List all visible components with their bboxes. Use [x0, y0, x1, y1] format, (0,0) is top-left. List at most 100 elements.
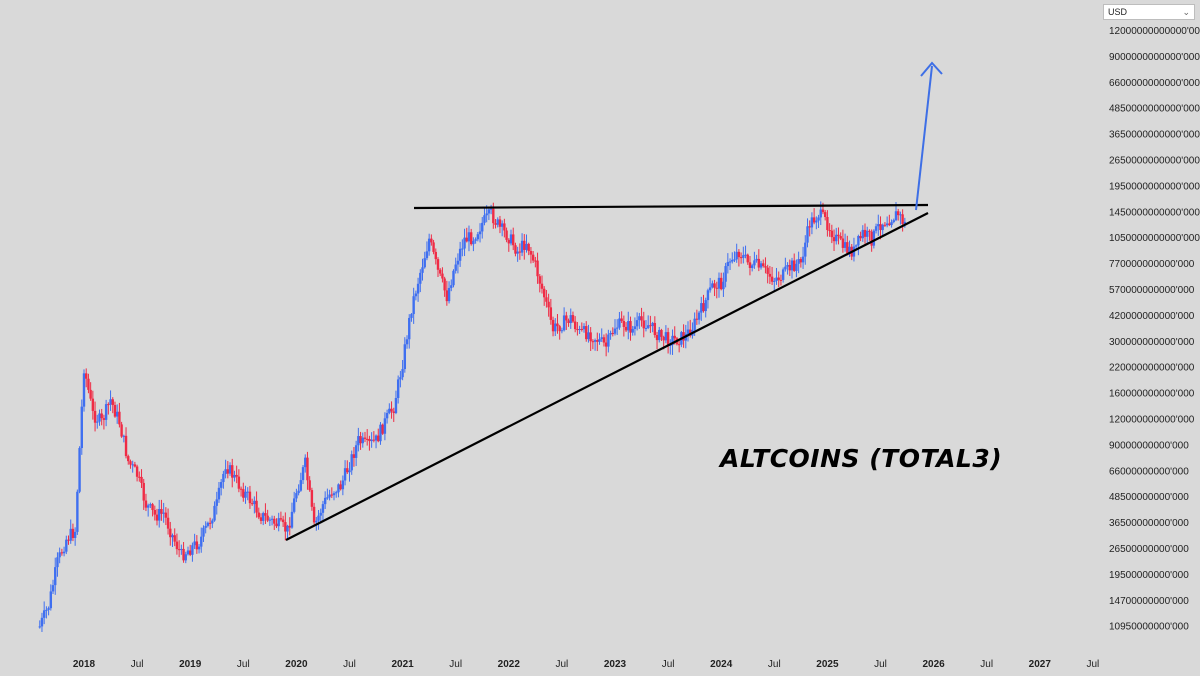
- support-trendline[interactable]: [285, 212, 929, 541]
- currency-selector[interactable]: USD ⌄: [1103, 4, 1195, 20]
- candle-body: [361, 437, 364, 444]
- price-tick-label: 26500000000'000: [1109, 544, 1189, 555]
- price-axis[interactable]: 12000000000000'000 9000000000000'000 66000…: [1109, 26, 1200, 633]
- candle-body: [790, 260, 794, 271]
- candle-body: [93, 410, 97, 423]
- candle-body: [573, 321, 577, 330]
- candle-body: [427, 238, 431, 252]
- candle-body: [781, 269, 785, 280]
- candle-body: [815, 220, 818, 223]
- candle-body: [332, 493, 336, 496]
- candle-body: [737, 251, 741, 258]
- candle-body: [312, 506, 316, 523]
- candle-body: [735, 251, 738, 260]
- candle-body: [801, 256, 805, 263]
- candle-body: [284, 522, 287, 532]
- resistance-trendline[interactable]: [413, 203, 929, 210]
- chart-title-annotation: ALTCOINS (TOTAL3): [720, 444, 1003, 473]
- candle-body: [111, 399, 114, 406]
- candle-body: [538, 276, 541, 284]
- candle-body: [618, 318, 621, 328]
- candle-body: [596, 340, 599, 342]
- candle-body: [78, 448, 81, 492]
- candle-body: [277, 518, 280, 527]
- candle-body: [742, 255, 745, 258]
- time-tick-label: 2021: [391, 659, 414, 670]
- candle-body: [624, 326, 628, 331]
- candle-body: [250, 503, 254, 505]
- candle-body: [556, 323, 559, 327]
- candle-body: [184, 554, 187, 561]
- candle-body: [607, 334, 610, 347]
- candle-body: [744, 254, 747, 256]
- candle-body: [304, 457, 307, 468]
- candle-body: [140, 476, 143, 483]
- candle-body: [808, 226, 811, 228]
- candle-body: [443, 278, 446, 291]
- currency-label: USD: [1108, 7, 1128, 17]
- candle-body: [410, 314, 413, 318]
- candle-body: [401, 369, 404, 378]
- candle-body: [213, 505, 216, 521]
- candle-body: [124, 435, 128, 457]
- candle-body: [505, 230, 508, 240]
- candle-body: [467, 232, 471, 242]
- candle-body: [602, 337, 606, 343]
- candle-body: [611, 332, 614, 334]
- candle-body: [357, 436, 360, 446]
- candle-body: [425, 251, 429, 259]
- candle-body: [160, 509, 163, 514]
- candle-body: [248, 491, 252, 504]
- candle-body: [693, 318, 696, 331]
- candle-body: [91, 398, 95, 411]
- candle-body: [817, 217, 820, 221]
- candle-body: [487, 209, 491, 214]
- candle-body: [273, 518, 276, 524]
- candle-body: [350, 454, 353, 471]
- candle-body: [38, 626, 41, 628]
- candle-body: [525, 243, 528, 250]
- candle-body: [445, 290, 449, 302]
- candle-body: [465, 237, 468, 242]
- candle-body: [377, 435, 380, 442]
- drawing-tools: [285, 61, 943, 541]
- candle-body: [155, 514, 159, 521]
- time-axis[interactable]: 2018 Jul 2019 Jul 2020 Jul 2021 Jul 2022 Jul 2023 J…: [73, 659, 1099, 670]
- price-tick-label: 19500000000'000: [1109, 570, 1189, 581]
- candle-body: [720, 277, 723, 290]
- candle-body: [60, 552, 64, 554]
- candle-body: [534, 260, 537, 262]
- candle-body: [658, 329, 661, 341]
- candle-body: [826, 217, 829, 231]
- candle-body: [755, 258, 758, 261]
- candle-body: [412, 296, 415, 315]
- candle-body: [759, 263, 763, 268]
- candle-body: [416, 283, 420, 294]
- candle-body: [874, 226, 878, 231]
- candle-body: [399, 377, 402, 380]
- candle-body: [173, 535, 176, 542]
- candle-body: [854, 245, 858, 247]
- candle-body: [153, 510, 156, 515]
- candle-body: [633, 326, 637, 330]
- candle-body: [689, 329, 692, 336]
- candle-body: [560, 330, 564, 332]
- candle-body: [702, 303, 705, 312]
- candle-body: [237, 476, 241, 489]
- candle-body: [270, 518, 274, 520]
- candle-body: [233, 474, 236, 478]
- price-tick-label: 90000000000'000: [1109, 440, 1189, 451]
- candle-body: [885, 223, 889, 226]
- candle-body: [812, 217, 816, 223]
- candle-body: [500, 223, 504, 227]
- candle-body: [421, 267, 424, 273]
- candle-body: [496, 219, 499, 225]
- candle-body: [120, 424, 123, 437]
- candle-body: [726, 262, 730, 267]
- candle-body: [231, 465, 234, 478]
- time-tick-label: Jul: [131, 659, 144, 670]
- candle-body: [463, 237, 466, 249]
- candle-body: [104, 404, 108, 420]
- projection-arrow[interactable]: [915, 65, 933, 211]
